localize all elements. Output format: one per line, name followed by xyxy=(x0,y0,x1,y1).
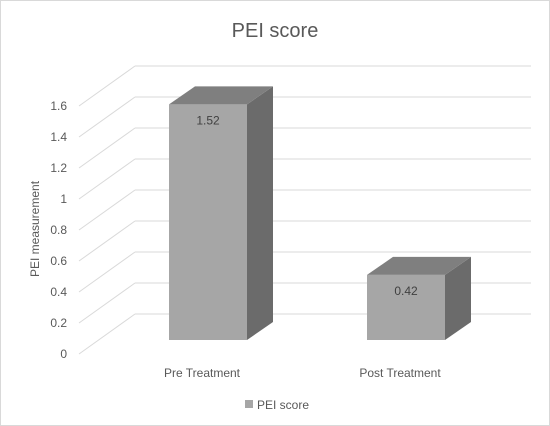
bars: 1.52 0.42 xyxy=(169,86,471,341)
y-tick-label: 0 xyxy=(60,347,67,361)
y-axis-label: PEI measurement xyxy=(28,180,42,277)
chart-title: PEI score xyxy=(232,20,319,42)
gridline-diagonal xyxy=(78,127,136,169)
y-axis-ticks: 0 0.2 0.4 0.6 0.8 1 1.2 1.4 1.6 xyxy=(50,99,67,361)
y-tick-label: 1.6 xyxy=(50,99,67,113)
y-tick-label: 0.4 xyxy=(50,285,67,299)
data-label: 1.52 xyxy=(196,113,220,127)
legend-swatch xyxy=(245,400,253,408)
gridline-diagonal xyxy=(78,65,136,107)
gridline-diagonal xyxy=(78,251,136,293)
y-tick-label: 0.6 xyxy=(50,254,67,268)
bar-front xyxy=(169,104,247,341)
bar-top xyxy=(169,86,273,105)
legend-label: PEI score xyxy=(257,398,309,412)
y-tick-label: 0.2 xyxy=(50,316,67,330)
bar-front xyxy=(367,274,445,340)
gridline-diagonal xyxy=(78,189,136,231)
bar-side xyxy=(445,256,471,340)
data-label: 0.42 xyxy=(394,284,418,298)
x-category-label: Pre Treatment xyxy=(164,366,241,380)
y-tick-label: 1 xyxy=(60,192,67,206)
gridline-diagonal xyxy=(78,282,136,324)
x-axis-categories: Pre Treatment Post Treatment xyxy=(164,366,441,380)
gridline-diagonal xyxy=(78,313,136,355)
legend: PEI score xyxy=(245,398,309,412)
bar-top xyxy=(367,256,471,275)
x-category-label: Post Treatment xyxy=(359,366,441,380)
y-tick-label: 1.4 xyxy=(50,130,67,144)
y-tick-label: 0.8 xyxy=(50,223,67,237)
y-tick-label: 1.2 xyxy=(50,161,67,175)
gridline-diagonal xyxy=(78,96,136,138)
gridline-diagonal xyxy=(78,220,136,262)
bar-side xyxy=(247,86,273,341)
gridline-diagonal xyxy=(78,158,136,200)
